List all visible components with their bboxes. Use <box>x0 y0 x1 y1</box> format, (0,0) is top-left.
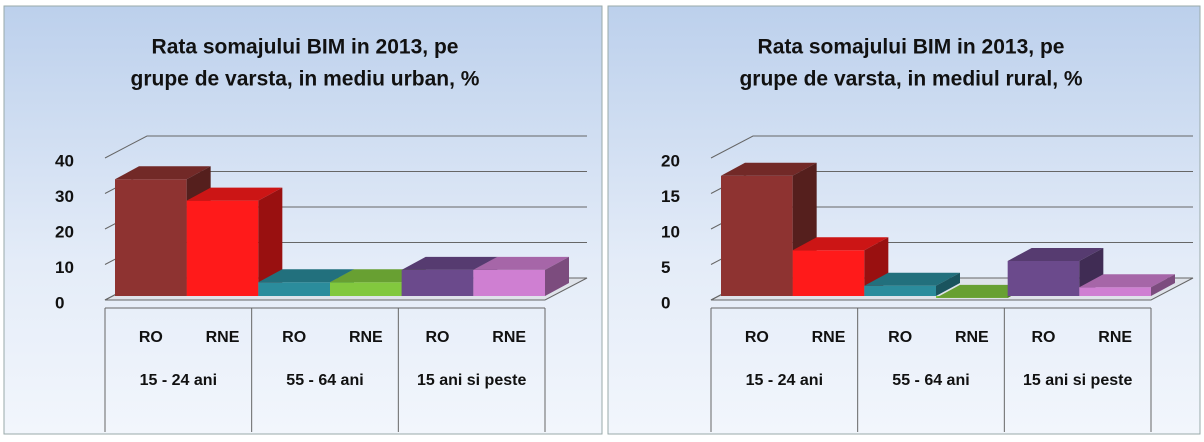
x-tick-label: RNE <box>492 329 526 346</box>
bar-side <box>545 256 569 296</box>
bar-top <box>401 256 498 270</box>
bar-top <box>115 166 211 180</box>
x-tick-label: RO <box>426 329 450 346</box>
group-label: 15 ani si peste <box>416 372 527 389</box>
bar-front <box>1079 287 1151 296</box>
y-tick-label: 0 <box>661 293 670 312</box>
y-tick-label: 5 <box>661 258 670 277</box>
bar-top <box>186 187 283 201</box>
group-label-box: 15 ani si peste <box>1022 372 1133 389</box>
bar-front <box>258 282 330 296</box>
bar-front <box>473 269 545 296</box>
x-tick-label: RNE <box>206 329 240 346</box>
grid-line <box>710 135 1193 159</box>
chart-title: Rata somajului BIM in 2013, pe <box>152 36 459 59</box>
y-tick-label: 20 <box>55 222 74 241</box>
x-tick-label: RNE <box>955 329 989 346</box>
y-tick-label: 20 <box>661 151 680 170</box>
grid-line <box>104 135 587 159</box>
bar-top <box>258 269 354 283</box>
group-label: 15 ani si peste <box>1022 372 1133 389</box>
group-label: 15 - 24 ani <box>139 372 218 389</box>
x-tick-label: RNE <box>1098 329 1132 346</box>
group-label-box: 55 - 64 ani <box>892 372 970 389</box>
group-label: 55 - 64 ani <box>286 372 364 389</box>
group-label-box: 55 - 64 ani <box>286 372 364 389</box>
bar <box>864 272 960 296</box>
panel <box>607 5 1201 435</box>
y-tick-label: 0 <box>55 293 64 312</box>
x-tick-label: RO <box>139 329 163 346</box>
x-tick-label: RNE <box>349 329 383 346</box>
y-tick-label: 10 <box>55 258 74 277</box>
bar-top <box>721 162 817 176</box>
chart-title: grupe de varsta, in mediu urban, % <box>131 68 480 91</box>
bar-side <box>1151 274 1175 296</box>
chart-title: grupe de varsta, in mediul rural, % <box>739 68 1082 91</box>
panel <box>3 5 603 435</box>
bar-front <box>115 179 187 296</box>
x-tick-label: RO <box>745 329 769 346</box>
bar <box>1079 274 1175 296</box>
bar-top <box>1007 247 1104 261</box>
group-label-box: 15 ani si peste <box>416 372 527 389</box>
group-label-box: 15 - 24 ani <box>745 372 824 389</box>
group-label: 55 - 64 ani <box>892 372 970 389</box>
bar-top <box>792 237 889 251</box>
bar-front <box>792 250 865 296</box>
y-tick-label: 30 <box>55 187 74 206</box>
y-tick-label: 10 <box>661 222 680 241</box>
x-tick-label: RO <box>888 329 912 346</box>
bar-front <box>330 282 402 296</box>
bar <box>186 187 283 296</box>
bar-front <box>864 285 936 296</box>
bar-side <box>258 187 283 296</box>
bar-front <box>1007 260 1080 296</box>
x-tick-label: RNE <box>812 329 846 346</box>
bar-front <box>186 200 259 296</box>
bar-front <box>721 175 793 296</box>
y-tick-label: 40 <box>55 151 74 170</box>
y-tick-label: 15 <box>661 187 680 206</box>
group-label: 15 - 24 ani <box>745 372 824 389</box>
x-tick-label: RO <box>282 329 306 346</box>
chart-title: Rata somajului BIM in 2013, pe <box>758 36 1065 59</box>
bar <box>473 256 569 296</box>
x-tick-label: RO <box>1032 329 1056 346</box>
bar-side <box>936 272 960 296</box>
bar <box>792 237 889 296</box>
group-label-box: 15 - 24 ani <box>139 372 218 389</box>
bar-front <box>401 269 474 296</box>
bar-top <box>864 272 960 286</box>
bar-top <box>473 256 569 270</box>
bar-top <box>1079 274 1175 288</box>
